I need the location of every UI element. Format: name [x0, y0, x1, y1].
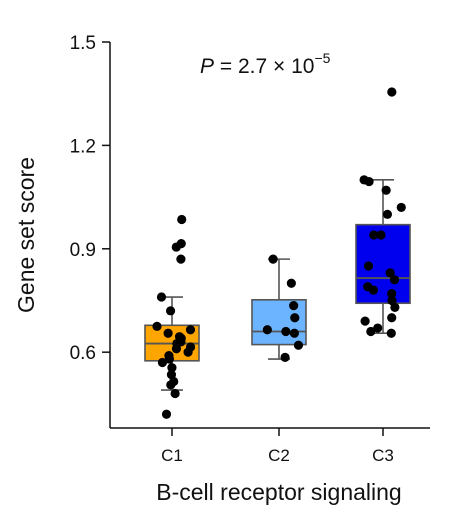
x-tick-label: C1: [161, 446, 183, 465]
x-tick-label: C2: [268, 446, 290, 465]
data-point-c3: [364, 176, 374, 187]
data-point-c3: [373, 323, 383, 333]
y-tick-label: 0.6: [70, 343, 96, 364]
data-point-c3: [387, 288, 397, 299]
data-point-c1: [185, 325, 196, 335]
data-point-c1: [176, 254, 186, 264]
data-point-c2: [268, 254, 278, 264]
data-point-c3: [360, 316, 370, 326]
data-point-c1: [163, 328, 173, 338]
data-point-c1: [170, 388, 180, 399]
data-point-c2: [280, 352, 290, 362]
data-point-c3: [389, 275, 400, 285]
data-point-c2: [289, 301, 299, 311]
data-point-c3: [396, 202, 406, 213]
data-point-c1: [156, 292, 167, 302]
x-tick-label: C3: [372, 446, 394, 465]
y-axis-title: Gene set score: [13, 157, 39, 313]
data-point-c1: [164, 354, 175, 364]
data-point-c1: [167, 363, 177, 373]
data-point-c2: [281, 326, 291, 337]
data-point-c3: [387, 87, 397, 97]
data-point-c1: [183, 347, 193, 357]
data-point-c2: [289, 328, 299, 338]
y-tick-label: 1.5: [70, 33, 96, 54]
data-point-c3: [382, 209, 393, 219]
data-point-c3: [386, 328, 396, 338]
data-point-c1: [157, 357, 168, 368]
data-point-c1: [166, 380, 176, 390]
data-point-c3: [387, 313, 397, 323]
data-point-c2: [293, 340, 304, 350]
data-point-c3: [390, 302, 400, 312]
data-point-c1: [165, 306, 176, 316]
data-point-c3: [387, 295, 397, 306]
x-axis-title: B-cell receptor signaling: [156, 479, 401, 505]
data-point-c3: [363, 261, 374, 271]
data-point-c1: [171, 242, 181, 252]
data-point-c2: [262, 325, 272, 335]
data-point-c3: [368, 285, 379, 295]
data-point-c3: [369, 230, 379, 240]
data-point-c1: [171, 344, 182, 354]
y-tick-label: 0.9: [70, 240, 96, 261]
data-point-c1: [161, 409, 172, 419]
data-point-c3: [376, 230, 386, 240]
p-value-annotation: P = 2.7 × 10−5: [200, 50, 331, 78]
data-point-c2: [290, 313, 300, 323]
data-point-c3: [366, 326, 376, 337]
data-point-c3: [385, 268, 395, 278]
data-point-c2: [286, 278, 296, 288]
data-point-c1: [152, 321, 162, 331]
y-tick-label: 1.2: [70, 136, 96, 157]
data-point-c3: [381, 185, 391, 195]
data-point-c1: [177, 214, 187, 225]
